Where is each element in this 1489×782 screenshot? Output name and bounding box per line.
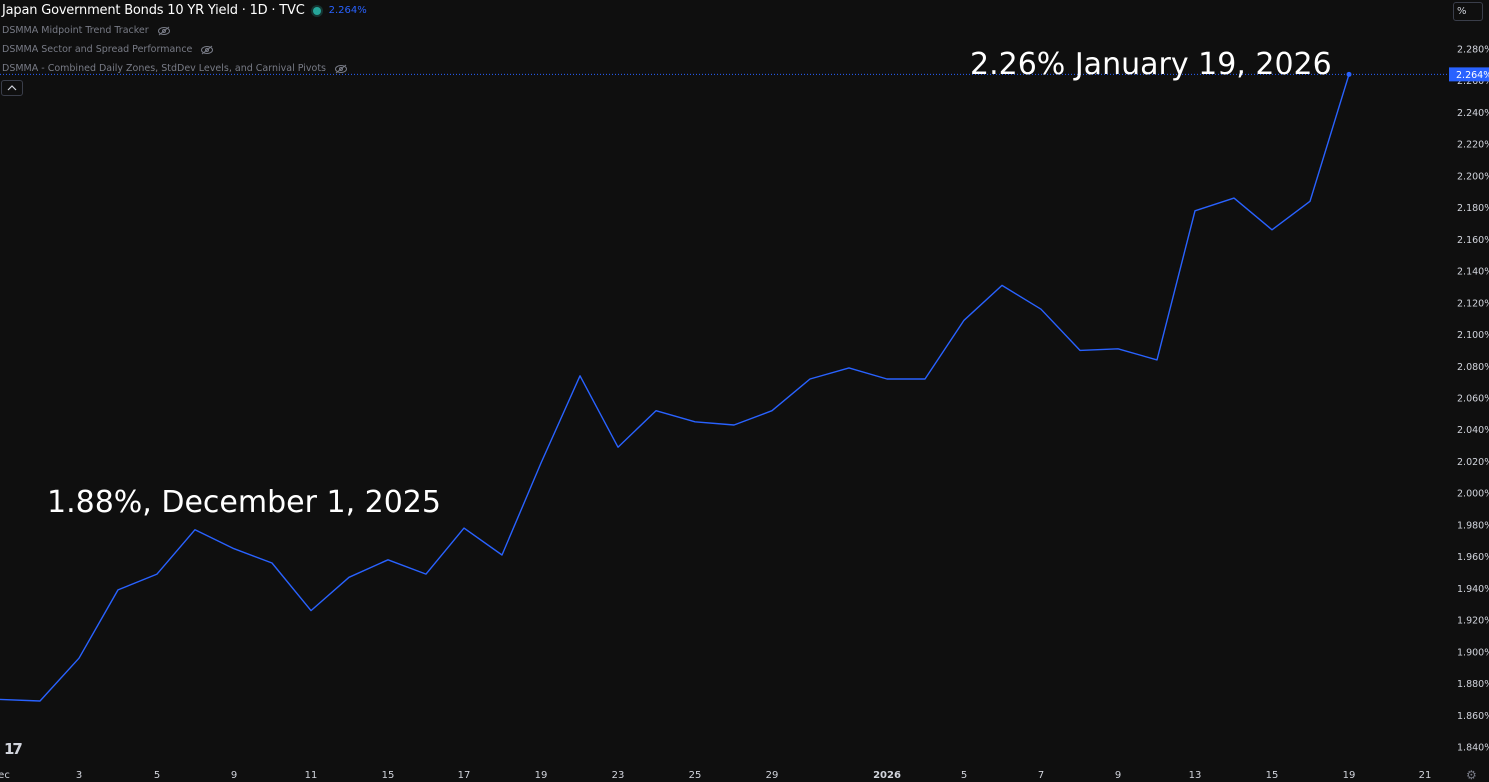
market-status-dot [312,6,321,15]
x-tick-label: 15 [382,770,395,781]
x-tick-label: 5 [154,770,160,781]
x-tick-label: 13 [1189,770,1202,781]
y-tick-label: 2.260% [1457,76,1489,87]
indicator-label: DSMMA - Combined Daily Zones, StdDev Lev… [2,63,326,74]
x-tick-label: 21 [1419,770,1432,781]
chevron-up-icon [7,85,17,91]
x-tick-label: 25 [689,770,702,781]
x-tick-label: 2026 [873,770,901,781]
annotation-start: 1.88%, December 1, 2025 [47,485,441,520]
x-tick-label: 9 [231,770,237,781]
y-tick-label: 2.060% [1457,394,1489,405]
y-tick-label: 2.220% [1457,140,1489,151]
indicator-midpoint-trend[interactable]: DSMMA Midpoint Trend Tracker [2,25,171,36]
y-tick-label: 1.940% [1457,584,1489,595]
y-tick-label: 1.960% [1457,552,1489,563]
x-tick-label: 23 [612,770,625,781]
collapse-legend-button[interactable] [1,80,23,96]
indicator-label: DSMMA Sector and Spread Performance [2,44,193,55]
x-tick-label: ec [0,770,10,781]
x-tick-label: 19 [535,770,548,781]
y-tick-label: 2.200% [1457,171,1489,182]
indicator-sector-spread[interactable]: DSMMA Sector and Spread Performance [2,44,214,55]
x-tick-label: 15 [1266,770,1279,781]
y-tick-label: 2.080% [1457,362,1489,373]
y-tick-label: 2.280% [1457,45,1489,56]
x-tick-label: 3 [76,770,82,781]
y-tick-label: 2.020% [1457,457,1489,468]
y-tick-label: 1.840% [1457,743,1489,754]
x-tick-label: 29 [766,770,779,781]
x-tick-label: 11 [305,770,318,781]
y-tick-label: 2.140% [1457,267,1489,278]
y-tick-label: 2.100% [1457,330,1489,341]
x-tick-label: 9 [1115,770,1121,781]
eye-hidden-icon[interactable] [334,64,348,74]
y-tick-label: 1.880% [1457,679,1489,690]
x-tick-label: 5 [961,770,967,781]
y-tick-label: 2.000% [1457,489,1489,500]
y-tick-label: 2.180% [1457,203,1489,214]
y-tick-label: 1.860% [1457,711,1489,722]
last-value: 2.264% [328,5,367,16]
y-tick-label: 2.040% [1457,425,1489,436]
price-label-box [1449,67,1489,82]
eye-hidden-icon[interactable] [157,26,171,36]
y-tick-label: 1.900% [1457,647,1489,658]
price-label: 2.264% [1456,70,1489,81]
percent-scale-button[interactable]: % [1453,2,1483,21]
indicator-combined-zones[interactable]: DSMMA - Combined Daily Zones, StdDev Lev… [2,63,348,74]
y-tick-label: 2.120% [1457,298,1489,309]
eye-hidden-icon[interactable] [200,45,214,55]
x-tick-label: 17 [458,770,471,781]
x-tick-label: 19 [1343,770,1356,781]
x-tick-label: 7 [1038,770,1044,781]
y-tick-label: 2.240% [1457,108,1489,119]
y-tick-label: 1.920% [1457,616,1489,627]
last-price-marker [1346,71,1352,77]
series-line [0,74,1350,702]
indicator-label: DSMMA Midpoint Trend Tracker [2,25,149,36]
y-tick-label: 1.980% [1457,520,1489,531]
annotation-end: 2.26% January 19, 2026 [970,47,1332,82]
symbol-title[interactable]: Japan Government Bonds 10 YR Yield · 1D … [2,3,305,18]
settings-icon[interactable]: ⚙ [1466,768,1477,782]
y-tick-label: 2.160% [1457,235,1489,246]
tradingview-logo[interactable]: 17 [4,740,23,758]
chart-header: Japan Government Bonds 10 YR Yield · 1D … [2,3,367,18]
